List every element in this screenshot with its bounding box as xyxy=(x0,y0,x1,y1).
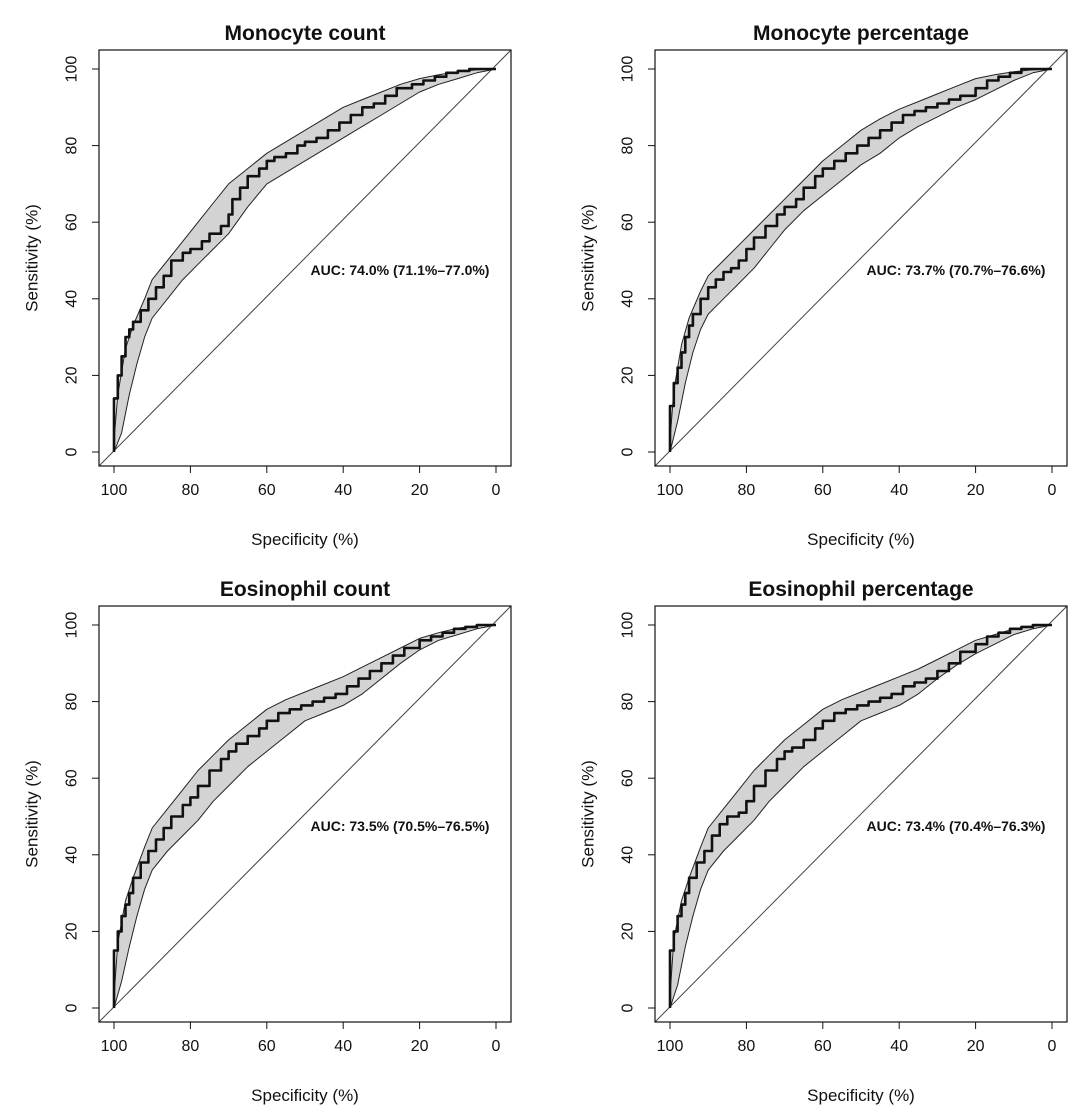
eosinophil-percentage-y-tick-label: 20 xyxy=(620,922,637,940)
monocyte-percentage-diagonal xyxy=(654,49,1068,467)
monocyte-percentage-y-label: Sensitivity (%) xyxy=(579,204,598,312)
monocyte-count-diagonal xyxy=(98,49,512,467)
eosinophil-count-panel: 100 80 60 40 20 0 0 20 40 60 80 100 Eosinophil count… xyxy=(23,578,512,1105)
monocyte-percentage-ci-lower-line xyxy=(669,68,1053,453)
eosinophil-percentage-x-tick-label: 20 xyxy=(967,1038,985,1055)
monocyte-count-x-tick-label: 60 xyxy=(258,482,276,499)
eosinophil-percentage-panel: 100 80 60 40 20 0 0 20 40 60 80 100 Eosinophil perce… xyxy=(579,578,1068,1105)
monocyte-percentage-x-tick-label: 60 xyxy=(814,482,832,499)
eosinophil-count-x-label: Specificity (%) xyxy=(251,1086,359,1105)
monocyte-count-y-label: Sensitivity (%) xyxy=(23,204,42,312)
eosinophil-percentage-roc-curve xyxy=(668,623,1052,1008)
monocyte-count-y-tick-label: 100 xyxy=(64,56,81,83)
eosinophil-count-ci-lower-line xyxy=(113,624,497,1009)
eosinophil-percentage-y-label: Sensitivity (%) xyxy=(579,760,598,868)
eosinophil-percentage-auc-label: AUC: 73.4% (70.4%–76.3%) xyxy=(867,818,1046,834)
eosinophil-count-y-tick-label: 20 xyxy=(64,922,81,940)
monocyte-percentage-ci-upper-line xyxy=(669,68,1053,441)
eosinophil-count-x-tick-label: 100 xyxy=(101,1038,128,1055)
eosinophil-percentage-x-tick-label: 40 xyxy=(890,1038,908,1055)
monocyte-count-auc-label: AUC: 74.0% (71.1%–77.0%) xyxy=(311,262,490,278)
monocyte-percentage-y-tick-label: 0 xyxy=(620,447,637,456)
eosinophil-count-y-tick-label: 0 xyxy=(64,1003,81,1012)
monocyte-count-y-tick-label: 60 xyxy=(64,213,81,231)
eosinophil-count-y-tick-label: 100 xyxy=(64,612,81,639)
monocyte-percentage-auc-label: AUC: 73.7% (70.7%–76.6%) xyxy=(867,262,1046,278)
eosinophil-percentage-x-tick-label: 60 xyxy=(814,1038,832,1055)
eosinophil-percentage-x-label: Specificity (%) xyxy=(807,1086,915,1105)
eosinophil-percentage-ci-band xyxy=(670,625,1052,1008)
monocyte-count-ci-lower-line xyxy=(113,68,497,453)
eosinophil-count-x-tick-label: 20 xyxy=(411,1038,429,1055)
eosinophil-percentage-ci-upper-line xyxy=(669,624,1053,997)
eosinophil-percentage-x-tick-label: 0 xyxy=(1048,1038,1057,1055)
eosinophil-percentage-y-tick-label: 80 xyxy=(620,693,637,711)
monocyte-count-roc-curve xyxy=(112,67,496,452)
eosinophil-percentage-y-tick-label: 60 xyxy=(620,769,637,787)
monocyte-percentage-y-tick-label: 40 xyxy=(620,290,637,308)
eosinophil-percentage-ci-lower-line xyxy=(669,624,1053,1009)
eosinophil-percentage-y-tick-label: 40 xyxy=(620,846,637,864)
eosinophil-count-y-label: Sensitivity (%) xyxy=(23,760,42,868)
monocyte-count-x-tick-label: 40 xyxy=(334,482,352,499)
eosinophil-count-ci-upper-line xyxy=(113,624,497,997)
monocyte-count-y-tick-label: 40 xyxy=(64,290,81,308)
eosinophil-count-x-tick-label: 40 xyxy=(334,1038,352,1055)
monocyte-count-x-tick-label: 80 xyxy=(182,482,200,499)
monocyte-percentage-x-tick-label: 100 xyxy=(657,482,684,499)
eosinophil-percentage-y-tick-label: 0 xyxy=(620,1003,637,1012)
eosinophil-count-x-tick-label: 80 xyxy=(182,1038,200,1055)
monocyte-count-y-tick-label: 20 xyxy=(64,366,81,384)
eosinophil-count-auc-label: AUC: 73.5% (70.5%–76.5%) xyxy=(311,818,490,834)
eosinophil-count-roc-curve xyxy=(112,623,496,1008)
eosinophil-count-y-tick-label: 60 xyxy=(64,769,81,787)
monocyte-count-panel: 100 80 60 40 20 0 0 20 40 60 80 100 Monocyte count Sp… xyxy=(23,22,512,549)
monocyte-percentage-ci-band xyxy=(670,69,1052,452)
monocyte-percentage-y-tick-label: 80 xyxy=(620,137,637,155)
monocyte-count-y-tick-label: 80 xyxy=(64,137,81,155)
eosinophil-count-y-tick-label: 80 xyxy=(64,693,81,711)
eosinophil-percentage-y-tick-label: 100 xyxy=(620,612,637,639)
eosinophil-count-ci-band xyxy=(114,625,496,1008)
monocyte-percentage-panel: 100 80 60 40 20 0 0 20 40 60 80 100 Monocyte percent… xyxy=(579,22,1068,549)
monocyte-percentage-y-tick-label: 20 xyxy=(620,366,637,384)
monocyte-percentage-y-tick-label: 60 xyxy=(620,213,637,231)
monocyte-count-title: Monocyte count xyxy=(225,22,386,45)
eosinophil-percentage-diagonal xyxy=(654,605,1068,1023)
monocyte-count-x-label: Specificity (%) xyxy=(251,530,359,549)
eosinophil-percentage-x-tick-label: 100 xyxy=(657,1038,684,1055)
monocyte-percentage-x-tick-label: 80 xyxy=(738,482,756,499)
monocyte-count-x-tick-label: 100 xyxy=(101,482,128,499)
monocyte-count-x-tick-label: 20 xyxy=(411,482,429,499)
eosinophil-percentage-title: Eosinophil percentage xyxy=(748,578,973,601)
monocyte-count-y-tick-label: 0 xyxy=(64,447,81,456)
monocyte-percentage-roc-curve xyxy=(668,67,1052,452)
monocyte-percentage-x-tick-label: 20 xyxy=(967,482,985,499)
monocyte-percentage-x-tick-label: 40 xyxy=(890,482,908,499)
eosinophil-count-title: Eosinophil count xyxy=(220,578,390,601)
monocyte-percentage-title: Monocyte percentage xyxy=(753,22,969,45)
eosinophil-count-y-tick-label: 40 xyxy=(64,846,81,864)
monocyte-percentage-y-tick-label: 100 xyxy=(620,56,637,83)
eosinophil-count-x-tick-label: 0 xyxy=(492,1038,501,1055)
monocyte-count-ci-upper-line xyxy=(113,68,497,441)
eosinophil-count-x-tick-label: 60 xyxy=(258,1038,276,1055)
eosinophil-percentage-x-tick-label: 80 xyxy=(738,1038,756,1055)
monocyte-percentage-x-label: Specificity (%) xyxy=(807,530,915,549)
eosinophil-count-diagonal xyxy=(98,605,512,1023)
monocyte-count-x-tick-label: 0 xyxy=(492,482,501,499)
monocyte-percentage-x-tick-label: 0 xyxy=(1048,482,1057,499)
